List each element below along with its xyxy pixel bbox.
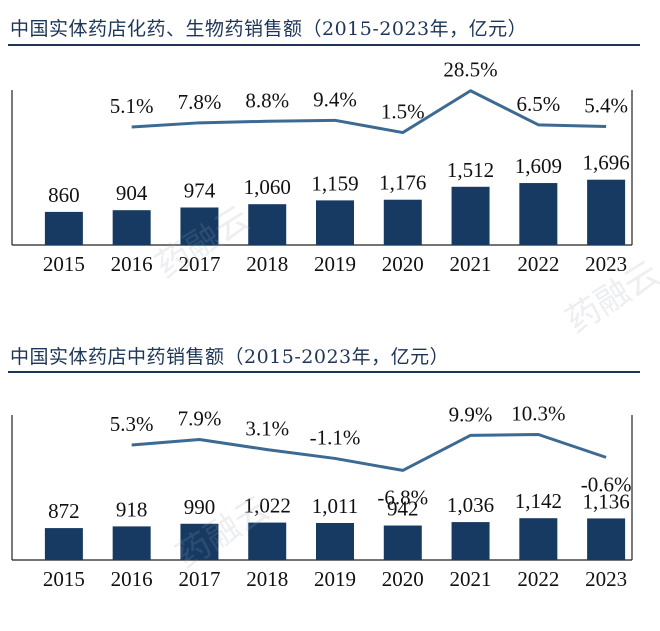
- bar-value-label: 904: [116, 181, 148, 205]
- chart-plot-top: 860 2015 904 2016 974 2017 1,060 2018 1,159 2019 1…: [11, 58, 633, 276]
- bar: [519, 183, 558, 245]
- x-tick-label: 2018: [246, 252, 288, 276]
- growth-label: -0.6%: [581, 472, 632, 496]
- bar-value-label: 1,512: [447, 158, 494, 182]
- growth-label: 9.9%: [449, 402, 493, 426]
- bar-value-label: 974: [184, 179, 216, 203]
- bar: [383, 525, 422, 560]
- chart-title: 中国实体药店中药销售额（2015-2023年，亿元）: [10, 346, 450, 368]
- bar: [248, 204, 287, 245]
- growth-label: 7.8%: [178, 90, 222, 114]
- x-tick-label: 2023: [585, 252, 627, 276]
- growth-label: 8.8%: [245, 88, 289, 112]
- bar-value-label: 1,136: [582, 489, 629, 513]
- bar: [451, 522, 490, 560]
- growth-label: 1.5%: [381, 100, 425, 124]
- growth-label: 5.1%: [110, 94, 154, 118]
- bar: [180, 523, 219, 560]
- growth-label: -1.1%: [310, 425, 361, 449]
- x-tick-label: 2017: [178, 252, 220, 276]
- x-tick-label: 2015: [43, 567, 85, 591]
- bar: [316, 200, 354, 245]
- growth-label: 6.5%: [516, 92, 560, 116]
- chart-panel-bottom: 中国实体药店中药销售额（2015-2023年，亿元） 872 2015 918 201…: [0, 315, 660, 631]
- bar: [383, 199, 422, 245]
- bar-value-label: 1,159: [311, 171, 358, 195]
- growth-label: -6.8%: [377, 485, 428, 509]
- bar: [316, 522, 354, 560]
- x-tick-label: 2015: [43, 252, 85, 276]
- title-underline: [8, 371, 640, 373]
- bar-value-label: 1,696: [582, 151, 629, 175]
- x-tick-label: 2021: [450, 252, 492, 276]
- growth-label: 5.3%: [110, 412, 154, 436]
- growth-label: 9.4%: [313, 87, 357, 111]
- bar: [112, 526, 151, 560]
- growth-line: [131, 89, 607, 135]
- bar: [44, 211, 83, 245]
- x-tick-label: 2022: [517, 567, 559, 591]
- x-tick-label: 2021: [450, 567, 492, 591]
- bar-value-label: 1,060: [244, 175, 291, 199]
- chart-plot-bottom: 872 2015 918 2016 990 2017 1,022 2018 1,011 2019 9…: [11, 402, 633, 591]
- growth-label: 3.1%: [245, 417, 289, 441]
- bar-value-label: 990: [184, 495, 216, 519]
- growth-label: 7.9%: [178, 407, 222, 431]
- bar-value-label: 918: [116, 497, 148, 521]
- bar-value-label: 1,022: [244, 494, 291, 518]
- growth-line: [131, 433, 607, 472]
- bar-value-label: 942: [387, 497, 419, 521]
- bar: [587, 179, 626, 245]
- x-tick-label: 2020: [382, 252, 424, 276]
- chart-panel-top: 中国实体药店化药、生物药销售额（2015-2023年，亿元） 860 2015 90…: [0, 0, 660, 315]
- x-tick-label: 2022: [517, 252, 559, 276]
- bar: [519, 518, 558, 560]
- bar-value-label: 1,176: [379, 171, 426, 195]
- x-tick-label: 2017: [178, 567, 220, 591]
- growth-label: 28.5%: [443, 58, 497, 82]
- title-underline: [8, 44, 640, 46]
- bar: [451, 186, 490, 245]
- chart-title: 中国实体药店化药、生物药销售额（2015-2023年，亿元）: [10, 18, 528, 40]
- x-tick-label: 2018: [246, 567, 288, 591]
- x-tick-label: 2016: [111, 252, 153, 276]
- x-tick-label: 2023: [585, 567, 627, 591]
- x-tick-label: 2019: [314, 252, 356, 276]
- bar-value-label: 1,142: [515, 489, 562, 513]
- bar-value-label: 1,011: [312, 494, 358, 518]
- bar-value-label: 1,036: [447, 493, 494, 517]
- bar: [587, 518, 626, 560]
- x-tick-label: 2020: [382, 567, 424, 591]
- bar-value-label: 860: [48, 183, 80, 207]
- x-tick-label: 2016: [111, 567, 153, 591]
- bar: [248, 522, 287, 560]
- x-tick-label: 2019: [314, 567, 356, 591]
- bar: [44, 528, 83, 560]
- bar: [112, 210, 151, 245]
- bar-value-label: 1,609: [515, 154, 562, 178]
- growth-label: 5.4%: [584, 94, 628, 118]
- bar: [180, 207, 219, 245]
- growth-label: 10.3%: [511, 402, 565, 426]
- bar-value-label: 872: [48, 499, 80, 523]
